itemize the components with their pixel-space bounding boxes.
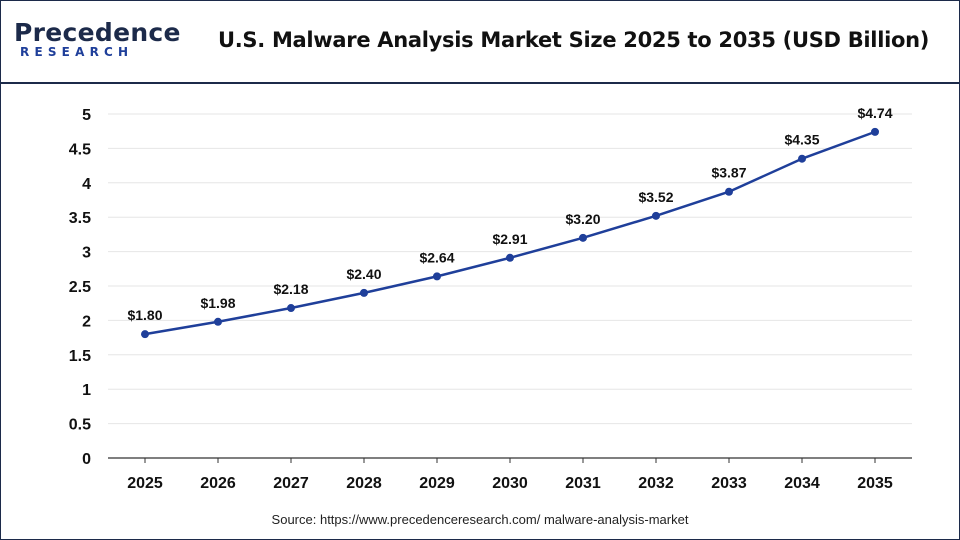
x-tick-label: 2025 (127, 475, 163, 492)
brand-logo: Precedence RESEARCH (14, 14, 181, 64)
x-tick-label: 2029 (419, 475, 455, 492)
chart-title: U.S. Malware Analysis Market Size 2025 t… (218, 28, 930, 52)
data-label: $2.18 (273, 281, 308, 297)
data-point (214, 317, 222, 326)
data-label: $2.40 (346, 266, 381, 282)
y-tick-label: 1 (82, 382, 91, 399)
y-tick-label: 4 (82, 176, 91, 193)
y-tick-label: 3 (82, 245, 91, 262)
x-tick-label: 2031 (565, 475, 601, 492)
data-point (652, 211, 660, 220)
data-label: $2.91 (492, 231, 527, 247)
y-tick-label: 2.5 (69, 279, 91, 296)
y-tick-label: 1.5 (69, 348, 91, 365)
line-chart: 0 0.5 1 1.5 2 2.5 3 3.5 4 4.5 5 2025 2026 2027 2028 202… (69, 105, 912, 492)
data-point (506, 253, 514, 262)
x-tick-label: 2028 (346, 475, 382, 492)
x-tick-label: 2032 (638, 475, 674, 492)
data-point (360, 288, 368, 297)
data-point (579, 233, 587, 242)
data-label: $4.74 (857, 105, 892, 121)
data-point (141, 330, 149, 339)
data-label: $4.35 (784, 132, 819, 148)
x-tick-label: 2034 (784, 475, 820, 492)
data-point (871, 127, 879, 136)
header: Precedence RESEARCH U.S. Malware Analysi… (0, 0, 960, 84)
x-tick-label: 2035 (857, 475, 893, 492)
logo-wordmark: Precedence (14, 18, 181, 47)
y-tick-label: 2 (82, 313, 91, 330)
x-tick-label: 2026 (200, 475, 236, 492)
data-label: $3.87 (711, 165, 746, 181)
data-label: $2.64 (419, 249, 454, 265)
y-tick-label: 0.5 (69, 417, 91, 434)
data-point (287, 304, 295, 313)
data-point (433, 272, 441, 281)
y-tick-label: 0 (82, 451, 91, 468)
data-label: $3.52 (638, 189, 673, 205)
y-tick-label: 5 (82, 107, 91, 124)
x-tick-label: 2033 (711, 475, 747, 492)
data-label: $3.20 (565, 211, 600, 227)
data-label: $1.80 (127, 307, 162, 323)
y-tick-label: 3.5 (69, 210, 91, 227)
data-point (798, 154, 806, 163)
y-tick-label: 4.5 (69, 141, 91, 158)
x-tick-label: 2027 (273, 475, 309, 492)
source-note: Source: https://www.precedenceresearch.c… (271, 512, 689, 527)
data-point (725, 187, 733, 196)
data-label: $1.98 (200, 295, 235, 311)
x-tick-label: 2030 (492, 475, 528, 492)
logo-subtitle: RESEARCH (20, 45, 134, 59)
